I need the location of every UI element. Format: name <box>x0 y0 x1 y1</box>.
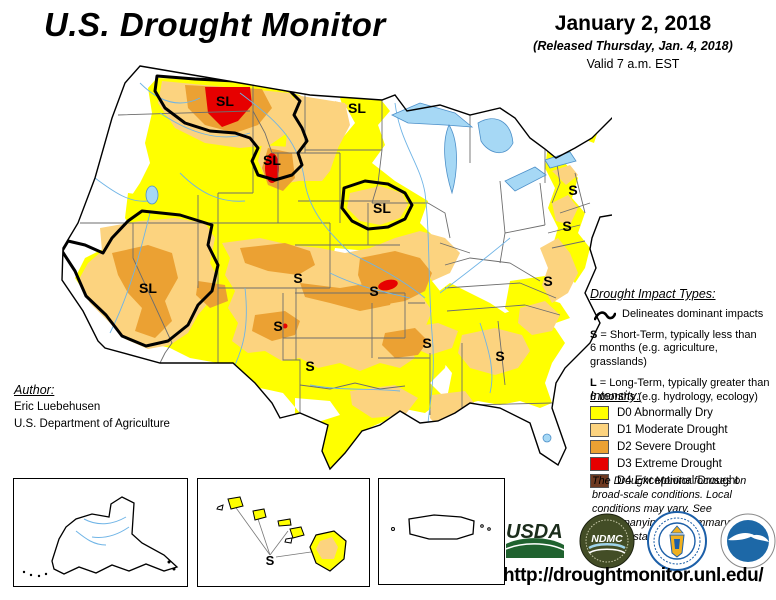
tilde-icon <box>594 310 616 320</box>
conus-drought-map: SL SL SL SL SL S S S S S S S S S <box>61 65 612 471</box>
lake-huron <box>477 118 514 153</box>
map-label-south-dakota: SL <box>263 152 281 168</box>
map-label-alabama-georgia: S <box>495 348 504 364</box>
map-label-maryland: S <box>562 218 571 234</box>
map-label-oklahoma-texas: S <box>273 318 282 334</box>
usda-logo: USDA <box>504 518 566 569</box>
state-borders <box>80 66 591 415</box>
hawaii-map: S <box>216 496 347 572</box>
droughtmonitor-url: http://droughtmonitor.unl.edu/ <box>503 565 764 586</box>
svg-text:NDMC: NDMC <box>591 533 623 545</box>
commerce-logo <box>647 510 708 576</box>
impact-legend-heading: Drought Impact Types: <box>590 287 716 301</box>
impact-outline-iowa <box>340 179 414 231</box>
great-salt-lake <box>145 185 159 205</box>
legend-item-d4: D4 Exceptional Drought <box>590 474 776 488</box>
author-org: U.S. Department of Agriculture <box>14 417 170 430</box>
valid-time: Valid 7 a.m. EST <box>586 57 680 71</box>
author-heading: Author: <box>14 383 55 397</box>
legend-item-d2: D2 Severe Drought <box>590 440 776 454</box>
svg-text:USDA: USDA <box>506 521 563 543</box>
noaa-logo: NOAA <box>720 513 776 574</box>
map-label-hawaii: S <box>266 553 275 568</box>
alaska-map <box>22 496 179 578</box>
us-outline <box>61 65 612 471</box>
puerto-rico-map <box>391 514 491 540</box>
d1-swatch <box>590 423 609 437</box>
page-title: U.S. Drought Monitor <box>44 6 386 43</box>
map-label-arizona: SL <box>139 280 157 296</box>
intensity-legend: Intensity: D0 Abnormally Dry D1 Moderate… <box>590 389 776 488</box>
legend-item-d0: D0 Abnormally Dry <box>590 406 776 420</box>
svg-text:NOAA: NOAA <box>740 527 756 533</box>
inset-hawaii: S <box>197 478 370 587</box>
inset-alaska <box>13 478 188 587</box>
date-block: January 2, 2018 (Released Thursday, Jan.… <box>492 12 774 71</box>
d3-swatch <box>590 457 609 471</box>
map-label-new-york-connecticut: S <box>568 182 577 198</box>
impact-outline-four-corners <box>62 209 220 348</box>
ndmc-logo: NDMC <box>579 513 635 574</box>
lake-michigan <box>444 124 457 195</box>
impact-short-term: S = Short-Term, typically less than 6 mo… <box>590 328 757 369</box>
inset-puerto-rico <box>378 478 505 585</box>
lake-superior <box>391 102 474 128</box>
d4-swatch <box>590 474 609 488</box>
impact-delineates-text: Delineates dominant impacts <box>622 307 764 320</box>
release-date: (Released Thursday, Jan. 4, 2018) <box>533 39 733 53</box>
author-name: Eric Luebehusen <box>14 401 101 414</box>
great-lakes <box>145 102 577 443</box>
legend-item-d3: D3 Extreme Drought <box>590 457 776 471</box>
map-label-texas: S <box>305 358 314 374</box>
intensity-heading: Intensity: <box>590 389 641 403</box>
map-label-virginia: S <box>543 273 552 289</box>
legend-item-d1: D1 Moderate Drought <box>590 423 776 437</box>
map-date: January 2, 2018 <box>554 12 712 35</box>
d0-swatch <box>590 406 609 420</box>
lake-erie <box>504 166 547 192</box>
map-label-kansas: S <box>293 270 302 286</box>
map-label-louisiana-mississippi: S <box>422 335 431 351</box>
map-label-montana: SL <box>216 93 234 109</box>
agency-logos: USDA NDMC NOAA <box>504 510 776 576</box>
d2-swatch <box>590 440 609 454</box>
drought-d3-layer <box>205 87 398 329</box>
map-label-iowa: SL <box>373 200 391 216</box>
lake-okeechobee <box>542 433 552 443</box>
map-label-minnesota: SL <box>348 100 366 116</box>
map-label-missouri-arkansas: S <box>369 283 378 299</box>
impact-legend: Drought Impact Types: Delineates dominan… <box>590 287 776 404</box>
author-block: Author: Eric Luebehusen U.S. Department … <box>14 381 170 432</box>
impact-long-term: L = Long-Term, typically greater than 6 … <box>590 376 770 403</box>
